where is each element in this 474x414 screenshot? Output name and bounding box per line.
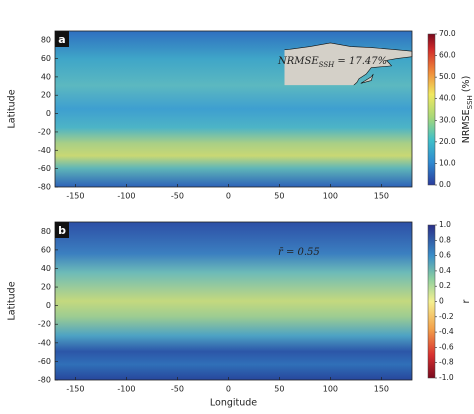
colorbar-tick-label: -0.4 bbox=[439, 327, 454, 336]
annotation: r̄ = 0.55 bbox=[278, 247, 320, 258]
y-tick-label: -40 bbox=[38, 146, 51, 155]
colorbar-tick-label: -0.6 bbox=[439, 342, 454, 351]
x-tick-label: -50 bbox=[171, 385, 184, 394]
colorbar-tick-label: 50.0 bbox=[439, 72, 456, 81]
colorbar-tick-label: -0.8 bbox=[439, 358, 454, 367]
axes-frame bbox=[54, 30, 413, 188]
panel-label-box bbox=[55, 222, 69, 238]
colorbar-tick-label: 1.0 bbox=[439, 220, 451, 229]
colorbar-tick-label: -1.0 bbox=[439, 373, 454, 382]
x-tick-label: 100 bbox=[323, 385, 338, 394]
colorbar-label-part: (%) bbox=[461, 76, 472, 95]
colorbar-tick-label: 0 bbox=[439, 297, 444, 306]
x-tick-label: -150 bbox=[66, 385, 84, 394]
annotation-part: r̄ bbox=[278, 247, 284, 258]
x-tick-label: -50 bbox=[171, 192, 184, 201]
y-tick-label: 80 bbox=[41, 227, 51, 236]
annotation-part: SSH bbox=[319, 61, 335, 69]
y-tick-label: 0 bbox=[46, 109, 51, 118]
panel-label: a bbox=[58, 33, 65, 46]
x-tick-label: 50 bbox=[274, 192, 284, 201]
panel-label-box bbox=[55, 31, 69, 47]
y-tick-label: 60 bbox=[41, 245, 51, 254]
x-tick-label: -150 bbox=[66, 192, 84, 201]
colorbar-tick-label: 70.0 bbox=[439, 29, 456, 38]
y-tick-label: -60 bbox=[38, 357, 51, 366]
colorbar-tick-label: 0.6 bbox=[439, 251, 451, 260]
annotation: NRMSESSH = 17.47% bbox=[277, 56, 387, 70]
y-tick-label: 20 bbox=[41, 91, 51, 100]
y-tick-label: 20 bbox=[41, 283, 51, 292]
y-tick-label: 40 bbox=[41, 72, 51, 81]
annotation-part: = 17.47% bbox=[334, 56, 387, 67]
annotation-part: NRMSE bbox=[277, 56, 319, 67]
y-tick-label: -20 bbox=[38, 127, 51, 136]
y-tick-label: -60 bbox=[38, 164, 51, 173]
y-tick-label: -80 bbox=[38, 183, 51, 192]
x-tick-label: 150 bbox=[374, 192, 389, 201]
colorbar-tick-label: 0.2 bbox=[439, 281, 451, 290]
y-tick-label: 80 bbox=[41, 36, 51, 45]
axes-frame bbox=[54, 221, 413, 381]
y-tick-label: 0 bbox=[46, 301, 51, 310]
colorbar-tick-label: -0.2 bbox=[439, 312, 454, 321]
colorbar-label-part: SSH bbox=[466, 95, 474, 109]
x-axis-label: Longitude bbox=[210, 398, 257, 409]
x-tick-label: -100 bbox=[117, 385, 135, 394]
panel-label: b bbox=[58, 224, 66, 237]
y-axis-label: Latitude bbox=[7, 281, 18, 320]
colorbar-tick-label: 0.0 bbox=[439, 180, 451, 189]
y-tick-label: -20 bbox=[38, 320, 51, 329]
colorbar-tick-label: 40.0 bbox=[439, 94, 456, 103]
annotation-part: = 0.55 bbox=[283, 247, 320, 258]
x-tick-label: 0 bbox=[226, 192, 231, 201]
colorbar-tick-label: 30.0 bbox=[439, 115, 456, 124]
x-tick-label: 0 bbox=[226, 385, 231, 394]
colorbar-tick-label: 0.8 bbox=[439, 235, 451, 244]
y-tick-label: -80 bbox=[38, 376, 51, 385]
y-tick-label: 60 bbox=[41, 54, 51, 63]
colorbar-tick-label: 20.0 bbox=[439, 137, 456, 146]
y-tick-label: 40 bbox=[41, 264, 51, 273]
colorbar-tick-label: 0.4 bbox=[439, 266, 451, 275]
y-axis-label: Latitude bbox=[7, 89, 18, 128]
x-tick-label: 50 bbox=[274, 385, 284, 394]
x-tick-label: -100 bbox=[117, 192, 135, 201]
colorbar bbox=[427, 224, 436, 379]
colorbar-label-part: NRMSE bbox=[461, 109, 472, 143]
colorbar-label-part: r bbox=[461, 299, 472, 303]
colorbar-tick-label: 60.0 bbox=[439, 51, 456, 60]
x-tick-label: 100 bbox=[323, 192, 338, 201]
colorbar-tick-label: 10.0 bbox=[439, 158, 456, 167]
ocean-field bbox=[55, 222, 412, 380]
x-tick-label: 150 bbox=[374, 385, 389, 394]
colorbar bbox=[427, 33, 436, 186]
colorbar-label: NRMSESSH (%) bbox=[461, 76, 474, 144]
colorbar-label: r bbox=[461, 299, 472, 303]
y-tick-label: -40 bbox=[38, 338, 51, 347]
